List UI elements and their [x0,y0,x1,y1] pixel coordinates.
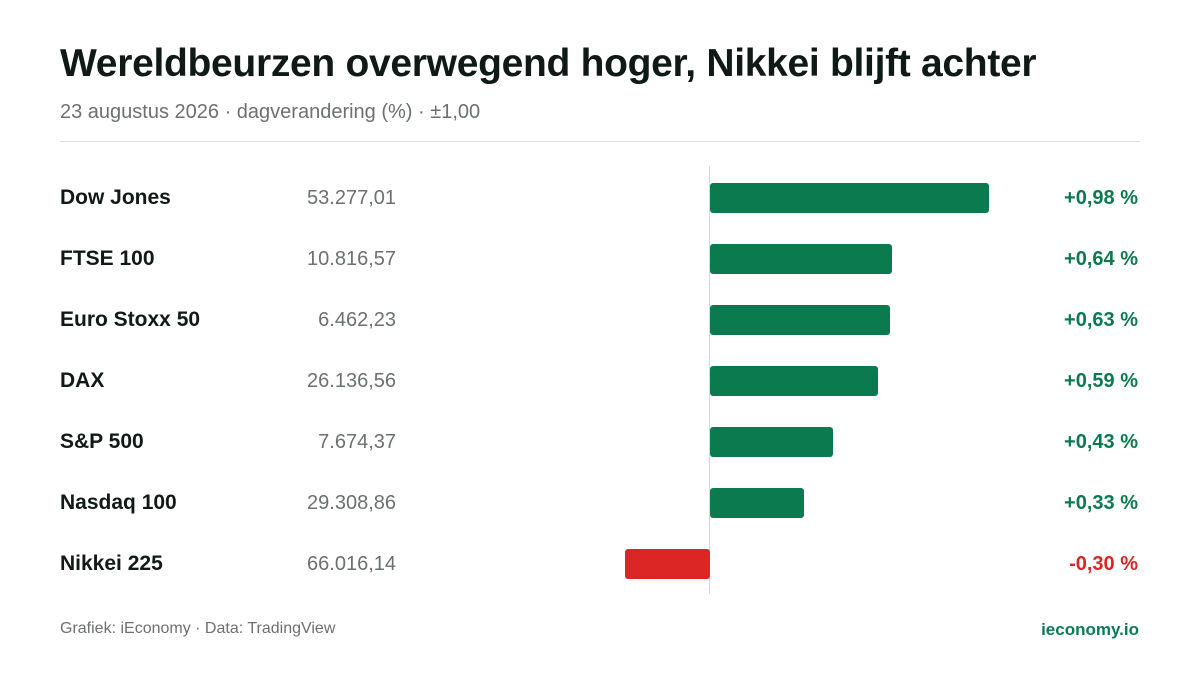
bar-positive [710,244,893,274]
percent-change-label: +0,64 % [1064,248,1138,270]
footer-credit: Grafiek: iEconomy · Data: TradingView [60,620,336,637]
index-level: 29.308,86 [307,492,396,514]
percent-change-label: +0,59 % [1064,370,1138,392]
index-level: 10.816,57 [307,248,396,270]
index-level: 7.674,37 [318,431,396,453]
index-level: 53.277,01 [307,187,396,209]
index-level: 66.016,14 [307,553,396,575]
footer-brand-link[interactable]: ieconomy.io [1041,620,1139,639]
zero-axis-line [709,166,710,594]
chart-title: Wereldbeurzen overwegend hoger, Nikkei b… [60,42,1037,85]
header-divider [60,141,1140,142]
bar-positive [710,366,879,396]
bar-positive [710,183,990,213]
index-name: DAX [60,369,105,392]
percent-change-label: +0,33 % [1064,492,1138,514]
percent-change-label: +0,43 % [1064,431,1138,453]
bar-negative [624,549,710,579]
bar-positive [710,305,890,335]
chart-subtitle: 23 augustus 2026 · dagverandering (%) · … [60,101,481,123]
percent-change-label: +0,98 % [1064,187,1138,209]
index-name: Dow Jones [60,186,171,209]
index-name: Euro Stoxx 50 [60,308,201,331]
index-name: S&P 500 [60,430,144,453]
index-name: Nasdaq 100 [60,491,177,514]
bar-positive [710,488,805,518]
index-name: Nikkei 225 [60,552,163,575]
percent-change-label: +0,63 % [1064,309,1138,331]
percent-change-label: -0,30 % [1069,553,1138,575]
index-name: FTSE 100 [60,247,155,270]
index-level: 26.136,56 [307,370,396,392]
bar-positive [710,427,833,457]
index-level: 6.462,23 [318,309,396,331]
